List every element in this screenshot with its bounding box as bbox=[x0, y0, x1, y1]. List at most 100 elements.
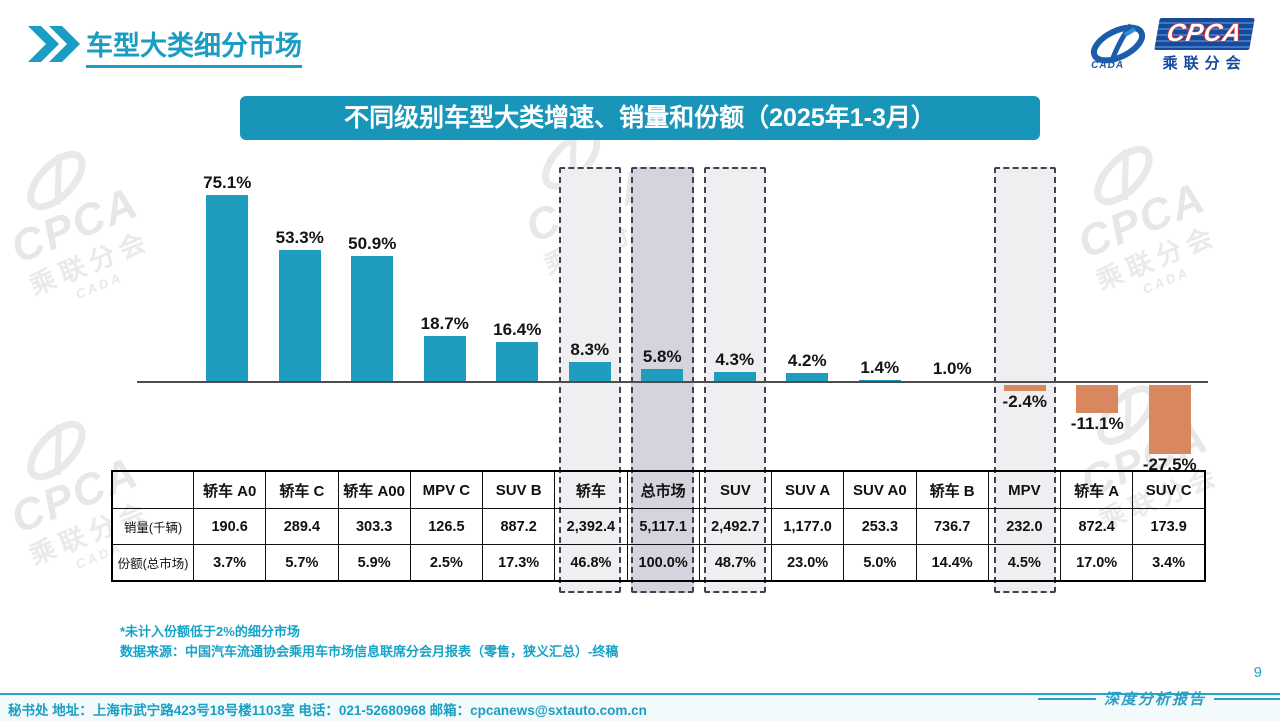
column-header-轿车-C: 轿车 C bbox=[265, 470, 339, 509]
bar-轿车-A00 bbox=[351, 255, 394, 383]
chart-column-SUV-B: 16.4% bbox=[481, 167, 554, 593]
report-type-text: 深度分析报告 bbox=[1103, 690, 1206, 708]
bar-value-label: -27.5% bbox=[1142, 454, 1197, 474]
table-cell-轿车-A: 872.4 bbox=[1059, 508, 1134, 545]
bar-轿车-A0 bbox=[206, 195, 249, 383]
column-header-SUV: SUV bbox=[698, 470, 773, 509]
chart-column-轿车-A00: 50.9% bbox=[336, 167, 409, 593]
column-header-MPV-C: MPV C bbox=[409, 470, 484, 509]
chart-title: 不同级别车型大类增速、销量和份额（2025年1-3月） bbox=[240, 96, 1040, 140]
table-cell-SUV: 48.7% bbox=[698, 544, 773, 582]
bar-value-label: 8.3% bbox=[570, 340, 610, 360]
column-header-轿车: 轿车 bbox=[554, 470, 628, 509]
watermark: CPCA 乘联分会 CADA bbox=[0, 131, 164, 318]
table-row-share: 份额(总市场) 3.7% 5.7% 5.9% 2.5% 17.3% 46.8% 100.0% 4… bbox=[111, 544, 1206, 582]
column-header-SUV-A: SUV A bbox=[770, 470, 845, 509]
cpca-logo: CADA CPCA 乘联分会 bbox=[1089, 18, 1255, 73]
page-title: 车型大类细分市场 bbox=[86, 24, 302, 68]
chart-column-轿车-A0: 75.1% bbox=[191, 167, 264, 593]
table-cell-SUV-B: 17.3% bbox=[481, 544, 556, 582]
table-cell-轿车: 46.8% bbox=[554, 544, 628, 582]
table-cell-轿车-A0: 190.6 bbox=[192, 508, 267, 545]
row-label: 份额(总市场) bbox=[111, 544, 194, 582]
table-cell-SUV-A: 1,177.0 bbox=[770, 508, 845, 545]
table-cell-MPV: 232.0 bbox=[987, 508, 1062, 545]
table-cell-SUV-A: 23.0% bbox=[770, 544, 845, 582]
bar-MPV bbox=[1003, 385, 1046, 391]
table-cell-SUV-A0: 5.0% bbox=[843, 544, 917, 582]
column-header-SUV-C: SUV C bbox=[1132, 470, 1206, 509]
table-cell-MPV: 4.5% bbox=[987, 544, 1062, 582]
bar-SUV-A bbox=[786, 372, 829, 383]
bar-总市场 bbox=[641, 368, 684, 383]
column-header-轿车-A0: 轿车 A0 bbox=[192, 470, 267, 509]
table-cell-轿车: 2,392.4 bbox=[554, 508, 628, 545]
cpca-logo-sub-label: CADA bbox=[1091, 59, 1125, 71]
table-cell-MPV-C: 126.5 bbox=[409, 508, 484, 545]
watermark-sub: CADA bbox=[73, 269, 126, 302]
column-header-轿车-A00: 轿车 A00 bbox=[337, 470, 411, 509]
table-corner-cell bbox=[111, 470, 194, 509]
table-cell-轿车-A00: 303.3 bbox=[337, 508, 411, 545]
bar-SUV-B bbox=[496, 342, 539, 383]
column-header-轿车-B: 轿车 B bbox=[915, 470, 989, 509]
column-header-SUV-A0: SUV A0 bbox=[843, 470, 917, 509]
column-header-SUV-B: SUV B bbox=[481, 470, 556, 509]
bar-轿车 bbox=[568, 362, 611, 383]
column-header-轿车-A: 轿车 A bbox=[1059, 470, 1134, 509]
table-cell-轿车-A00: 5.9% bbox=[337, 544, 411, 582]
bar-value-label: 5.8% bbox=[642, 346, 682, 366]
cpca-logo-cn-label: 乘联分会 bbox=[1162, 55, 1247, 72]
bar-value-label: 16.4% bbox=[493, 320, 542, 339]
watermark-cn: 乘联分会 bbox=[25, 225, 156, 301]
chart-column-SUV-A: 4.2% bbox=[771, 167, 844, 593]
page-number: 9 bbox=[1253, 664, 1262, 681]
chart-column-SUV-C: -27.5% bbox=[1134, 167, 1207, 593]
row-label: 销量(千辆) bbox=[111, 508, 194, 545]
data-table: 轿车 A0 轿车 C 轿车 A00 MPV C SUV B 轿车 总市场 SUV SUV A SU… bbox=[111, 470, 1206, 582]
table-cell-SUV: 2,492.7 bbox=[698, 508, 773, 545]
bar-value-label: 4.2% bbox=[787, 350, 827, 370]
footnote-data-source: 数据来源：中国汽车流通协会乘用车市场信息联席分会月报表（零售，狭义汇总）-终稿 bbox=[120, 644, 619, 659]
table-cell-轿车-B: 14.4% bbox=[915, 544, 989, 582]
bar-value-label: -11.1% bbox=[1070, 413, 1124, 433]
bar-MPV-C bbox=[423, 336, 466, 383]
footer-contact-info: 秘书处 地址：上海市武宁路423号18号楼1103室 电话：021-526809… bbox=[8, 703, 647, 718]
table-cell-轿车-C: 289.4 bbox=[265, 508, 339, 545]
table-cell-轿车-A: 17.0% bbox=[1059, 544, 1134, 582]
cpca-logo-mark-icon: CADA bbox=[1089, 21, 1151, 71]
bar-value-label: -2.4% bbox=[1002, 392, 1047, 411]
table-row-sales: 销量(千辆) 190.6 289.4 303.3 126.5 887.2 2,392.4 5,… bbox=[111, 508, 1206, 545]
bar-轿车-A bbox=[1076, 385, 1119, 413]
table-cell-MPV-C: 2.5% bbox=[409, 544, 484, 582]
bar-SUV-C bbox=[1148, 385, 1191, 454]
bar-value-label: 53.3% bbox=[275, 227, 324, 247]
decorative-line bbox=[1037, 697, 1096, 700]
watermark-acronym: CPCA bbox=[4, 177, 146, 273]
table-cell-总市场: 100.0% bbox=[626, 544, 700, 582]
table-cell-SUV-A0: 253.3 bbox=[843, 508, 917, 545]
table-cell-轿车-B: 736.7 bbox=[915, 508, 989, 545]
table-cell-轿车-C: 5.7% bbox=[265, 544, 339, 582]
table-header-row: 轿车 A0 轿车 C 轿车 A00 MPV C SUV B 轿车 总市场 SUV SUV A SU… bbox=[111, 470, 1206, 509]
table-cell-总市场: 5,117.1 bbox=[626, 508, 700, 545]
cpca-logo-acronym: CPCA bbox=[1154, 18, 1255, 50]
bar-value-label: 1.4% bbox=[860, 357, 900, 377]
bar-轿车-C bbox=[278, 249, 321, 383]
watermark-logo-icon bbox=[27, 150, 86, 211]
bar-SUV bbox=[713, 372, 756, 383]
table-cell-SUV-C: 173.9 bbox=[1132, 508, 1206, 545]
footnote-share-threshold: *未计入份额低于2%的细分市场 bbox=[120, 624, 300, 639]
bar-value-label: 18.7% bbox=[420, 314, 469, 334]
bar-value-label: 75.1% bbox=[203, 173, 252, 193]
decorative-line bbox=[1214, 697, 1280, 700]
column-header-MPV: MPV bbox=[987, 470, 1062, 509]
footnotes: *未计入份额低于2%的细分市场 数据来源：中国汽车流通协会乘用车市场信息联席分会… bbox=[120, 622, 618, 662]
chart-column-轿车-C: 53.3% bbox=[264, 167, 337, 593]
bar-value-label: 1.0% bbox=[932, 358, 972, 378]
watermark-logo-icon bbox=[27, 420, 86, 481]
table-cell-SUV-C: 3.4% bbox=[1132, 544, 1206, 582]
cpca-logo-acronym-text: CPCA bbox=[1164, 19, 1245, 47]
chart-column-MPV-C: 18.7% bbox=[409, 167, 482, 593]
